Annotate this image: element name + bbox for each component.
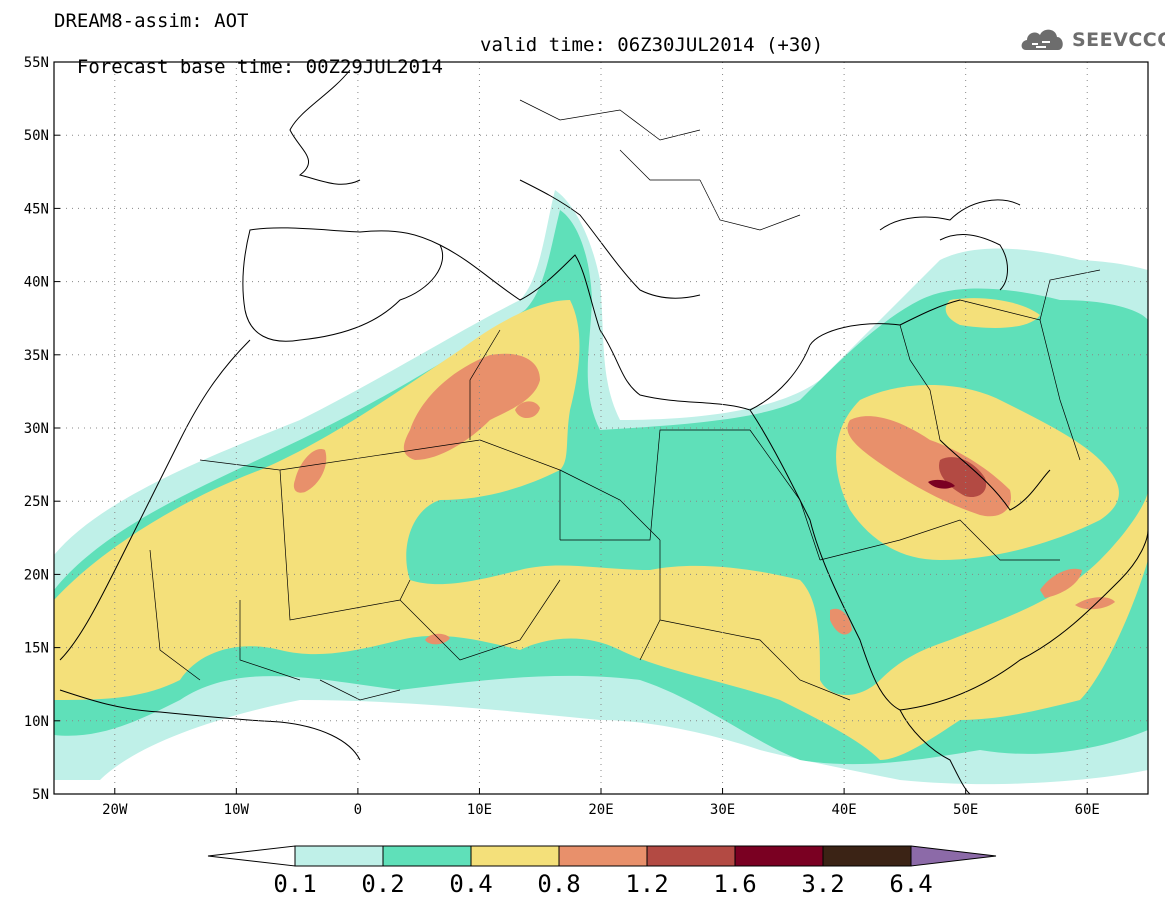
colorbar-label: 6.4 — [889, 870, 933, 898]
subtitle: Forecast base time: 00Z29JUL2014 valid t… — [54, 34, 823, 100]
colorbar-bin-1.2-1.6 — [646, 845, 736, 867]
colorbar-label: 1.2 — [625, 870, 669, 898]
colorbar-bin-1.6-3.2 — [734, 845, 824, 867]
valid-time: valid time: 06Z30JUL2014 (+30) — [480, 34, 824, 56]
aot-contour-0.8-yemen — [1075, 597, 1115, 610]
colorbar-low-triangle — [207, 845, 296, 867]
lat-label: 30N — [24, 421, 49, 437]
aot-contour-0.4 — [54, 300, 1148, 760]
colorbar-label: 3.2 — [801, 870, 845, 898]
colorbar — [207, 845, 997, 867]
aot-contour-0.8-libya — [515, 401, 540, 419]
coastlines — [59, 69, 1148, 794]
cloud-logo-icon — [1021, 29, 1063, 50]
aot-field-layer — [54, 190, 1148, 785]
aot-contour-0.8-sudan — [830, 608, 852, 635]
lon-label: 0 — [354, 802, 362, 818]
colorbar-label: 0.2 — [361, 870, 405, 898]
colorbar-label: 0.8 — [537, 870, 581, 898]
lat-label: 10N — [24, 714, 49, 730]
lat-label: 35N — [24, 348, 49, 364]
lat-label: 20N — [24, 567, 49, 583]
graticule — [54, 62, 1148, 794]
colorbar-bin-0.4-0.8 — [470, 845, 560, 867]
lat-label: 5N — [32, 787, 49, 803]
aot-contour-0.4-persia — [945, 298, 1040, 328]
colorbar-high-triangle — [910, 845, 997, 867]
lon-label: 10W — [224, 802, 250, 818]
colorbar-bin-0.8-1.2 — [558, 845, 648, 867]
lon-label: 20W — [102, 802, 128, 818]
country-borders — [149, 99, 1101, 701]
lon-label: 30E — [710, 802, 735, 818]
aot-contour-0.8-morocco — [293, 449, 327, 493]
axis-ticks: 55N 50N 45N 40N 35N 30N 25N 20N 15N 10N 5N 20W 10W 0 1… — [24, 55, 1100, 818]
lon-label: 20E — [588, 802, 613, 818]
logo-text: SEEVCCC — [1072, 29, 1165, 51]
lon-label: 10E — [467, 802, 492, 818]
aot-contour-1.2 — [939, 457, 987, 498]
lat-label: 55N — [24, 55, 49, 71]
aot-contour-0.8-sahel — [425, 633, 450, 645]
lon-label: 40E — [831, 802, 856, 818]
lat-label: 15N — [24, 641, 49, 657]
colorbar-label: 1.6 — [713, 870, 757, 898]
colorbar-bin-0.2-0.4 — [382, 845, 472, 867]
lon-label: 60E — [1075, 802, 1100, 818]
aot-contour-0.8-oman — [1040, 568, 1082, 598]
lon-label: 50E — [953, 802, 978, 818]
aot-contour-0.8-algeria — [403, 353, 540, 460]
lat-label: 45N — [24, 201, 49, 217]
lat-label: 50N — [24, 128, 49, 144]
colorbar-label: 0.1 — [273, 870, 317, 898]
colorbar-label: 0.4 — [449, 870, 493, 898]
aot-contour-1.6 — [928, 479, 955, 489]
colorbar-bin-3.2-6.4 — [822, 845, 912, 867]
lat-label: 25N — [24, 494, 49, 510]
seevccc-logo: SEEVCCC — [1018, 22, 1165, 58]
colorbar-bin-0.1-0.2 — [294, 845, 384, 867]
title: DREAM8-assim: AOT — [54, 10, 249, 32]
lat-label: 40N — [24, 275, 49, 291]
